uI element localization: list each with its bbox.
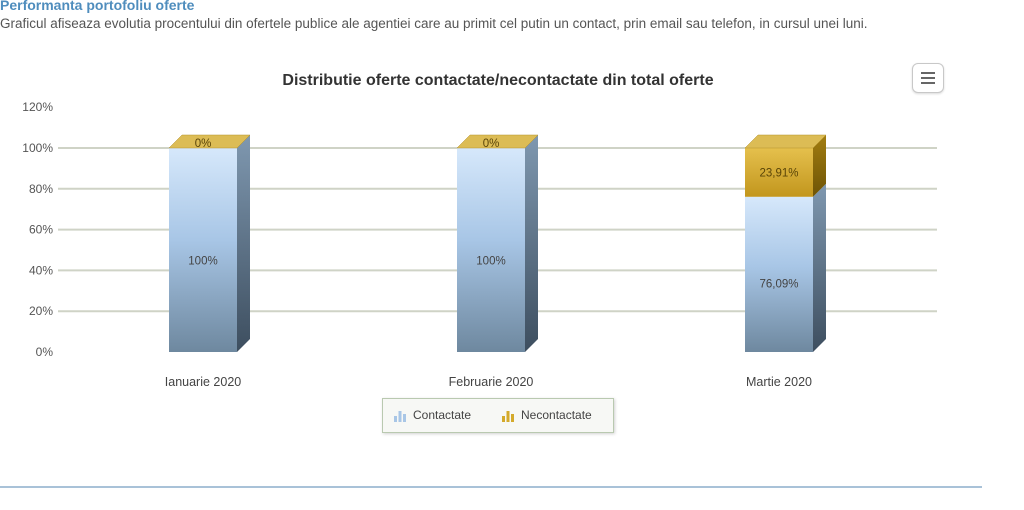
data-label-contactate-2: 100%	[476, 255, 505, 267]
y-tick-label: 60%	[29, 223, 53, 237]
data-label-contactate-1: 100%	[188, 255, 217, 267]
y-tick-label: 100%	[22, 141, 53, 155]
bar-side-contactate-3	[813, 183, 826, 352]
bar-side-contactate-1	[237, 135, 250, 352]
bar-side-necontactate-3	[813, 135, 826, 197]
section-divider	[0, 486, 982, 488]
bar-segment-contactate-3[interactable]	[745, 196, 813, 352]
y-tick-label: 40%	[29, 263, 53, 277]
chart-legend: Contactate Necontactate	[382, 398, 614, 433]
bar-chart-icon	[394, 411, 406, 422]
hamburger-icon-line	[921, 82, 935, 84]
x-tick-label: Ianuarie 2020	[165, 375, 242, 389]
data-label-necontactate-1: 0%	[195, 138, 212, 150]
legend-item-contactate[interactable]: Contactate	[393, 408, 471, 422]
data-label-necontactate-3: 23,91%	[759, 167, 798, 179]
y-tick-label: 0%	[36, 345, 54, 359]
chart-menu-button[interactable]	[912, 63, 944, 93]
section-title: Performanta portofoliu oferte	[0, 0, 195, 13]
bar-segment-contactate-1[interactable]	[169, 148, 237, 352]
hamburger-icon-line	[921, 77, 935, 79]
bar-top-1	[168, 134, 251, 149]
bar-segment-necontactate-3[interactable]	[745, 148, 813, 197]
section-description: Graficul afiseaza evolutia procentului d…	[0, 16, 868, 31]
data-label-contactate-3: 76,09%	[759, 278, 798, 290]
hamburger-icon	[921, 72, 935, 74]
bar-top-2	[456, 134, 539, 149]
legend-label-necontactate: Necontactate	[521, 408, 592, 422]
x-tick-label: Februarie 2020	[449, 375, 534, 389]
bar-top-3	[744, 134, 827, 149]
legend-item-necontactate[interactable]: Necontactate	[501, 408, 592, 422]
data-label-necontactate-2: 0%	[483, 138, 500, 150]
x-tick-label: Martie 2020	[746, 375, 812, 389]
bar-segment-contactate-2[interactable]	[457, 148, 525, 352]
legend-label-contactate: Contactate	[413, 408, 472, 422]
y-tick-label: 80%	[29, 182, 53, 196]
bar-side-contactate-2	[525, 135, 538, 352]
bar-chart-icon	[502, 411, 514, 422]
y-tick-label: 20%	[29, 304, 53, 318]
y-tick-label: 120%	[22, 100, 53, 114]
chart-title: Distributie oferte contactate/necontacta…	[282, 72, 714, 89]
